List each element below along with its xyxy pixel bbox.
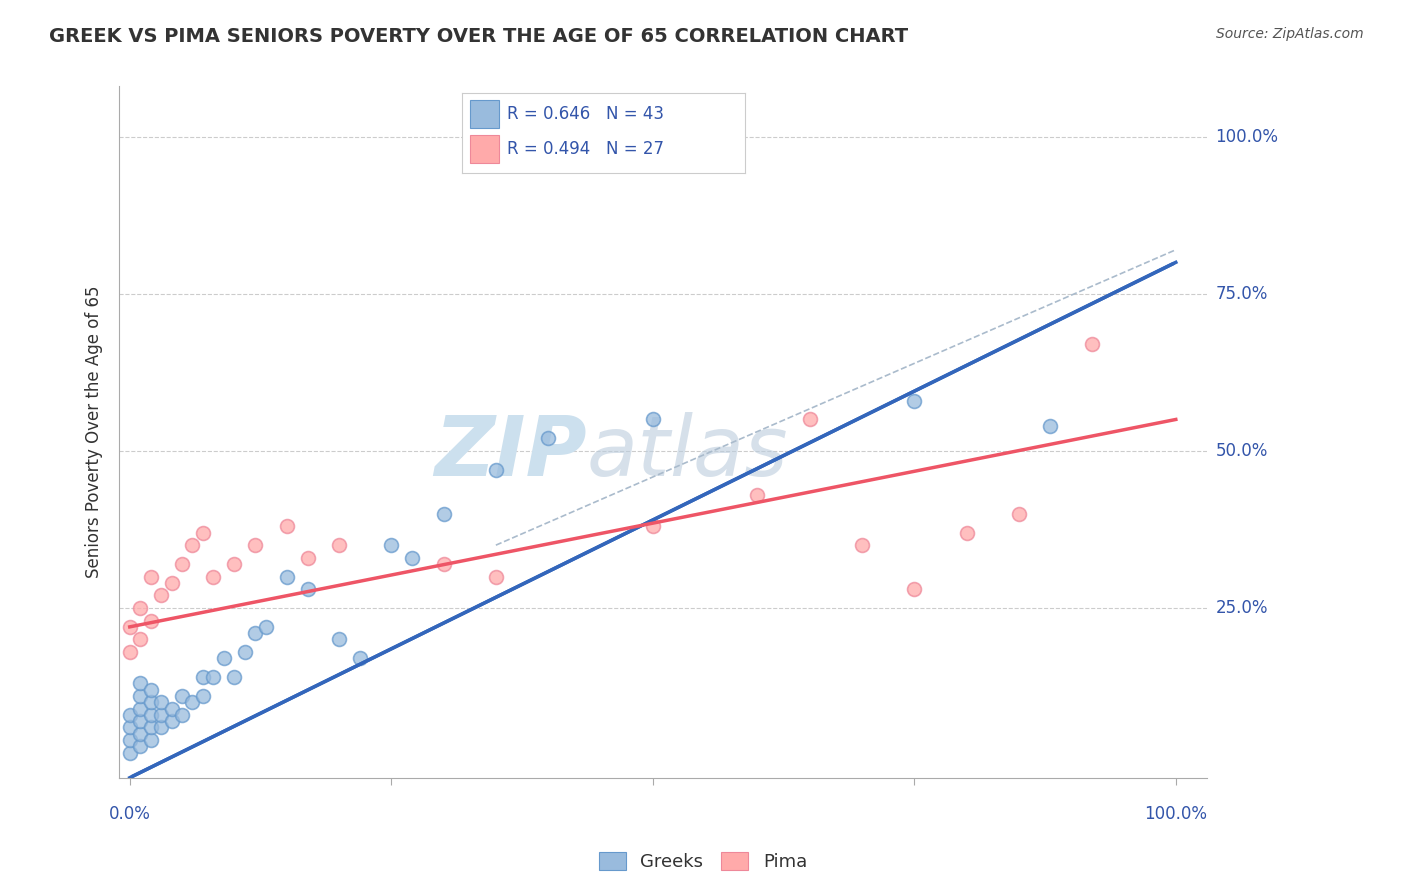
Point [485,463,508,477]
Point [191,525,214,540]
Point [202,569,225,583]
Point [118,707,141,722]
Text: 50.0%: 50.0% [1216,442,1268,460]
Point [297,550,319,565]
Point [118,720,141,734]
Point [903,582,925,596]
Point [349,651,371,665]
Point [401,550,423,565]
Point [150,695,173,709]
Text: atlas: atlas [588,412,789,493]
Point [139,720,162,734]
Point [254,620,277,634]
Point [181,538,204,552]
Point [160,701,183,715]
Text: 75.0%: 75.0% [1216,285,1268,302]
Point [641,519,664,533]
Point [139,682,162,697]
Point [955,525,977,540]
Point [129,739,152,754]
Point [297,582,319,596]
Point [641,412,664,426]
Point [191,689,214,703]
Point [328,538,350,552]
Text: Source: ZipAtlas.com: Source: ZipAtlas.com [1216,27,1364,41]
Point [851,538,873,552]
Point [245,538,267,552]
Text: 100.0%: 100.0% [1144,805,1208,823]
Point [170,689,193,703]
Point [212,651,235,665]
Point [224,557,246,571]
Point [380,538,402,552]
Point [1008,507,1031,521]
Point [160,714,183,728]
Point [432,557,454,571]
Point [202,670,225,684]
Point [129,601,152,615]
Point [903,393,925,408]
Point [747,488,769,502]
Point [170,557,193,571]
Point [233,645,256,659]
Point [328,632,350,647]
Point [139,614,162,628]
Point [150,720,173,734]
Legend: Greeks, Pima: Greeks, Pima [592,845,814,879]
Text: 25.0%: 25.0% [1216,599,1268,617]
Point [432,507,454,521]
Point [150,589,173,603]
Point [139,733,162,747]
Point [485,569,508,583]
Point [276,569,298,583]
Point [170,707,193,722]
Point [129,701,152,715]
Point [129,689,152,703]
Point [139,695,162,709]
Point [118,746,141,760]
Text: ZIP: ZIP [434,412,588,493]
Point [129,727,152,741]
Point [224,670,246,684]
Point [191,670,214,684]
Point [139,707,162,722]
Point [129,632,152,647]
Point [118,733,141,747]
Point [799,412,821,426]
Text: 0.0%: 0.0% [108,805,150,823]
Point [129,676,152,690]
Text: 100.0%: 100.0% [1216,128,1278,145]
Y-axis label: Seniors Poverty Over the Age of 65: Seniors Poverty Over the Age of 65 [86,285,103,578]
Point [537,431,560,445]
Point [129,714,152,728]
Point [1039,418,1062,433]
Point [150,707,173,722]
Point [160,575,183,590]
Point [276,519,298,533]
Point [1081,337,1104,351]
Point [245,626,267,640]
Point [139,569,162,583]
Point [118,620,141,634]
Point [181,695,204,709]
Point [118,645,141,659]
Text: GREEK VS PIMA SENIORS POVERTY OVER THE AGE OF 65 CORRELATION CHART: GREEK VS PIMA SENIORS POVERTY OVER THE A… [49,27,908,45]
